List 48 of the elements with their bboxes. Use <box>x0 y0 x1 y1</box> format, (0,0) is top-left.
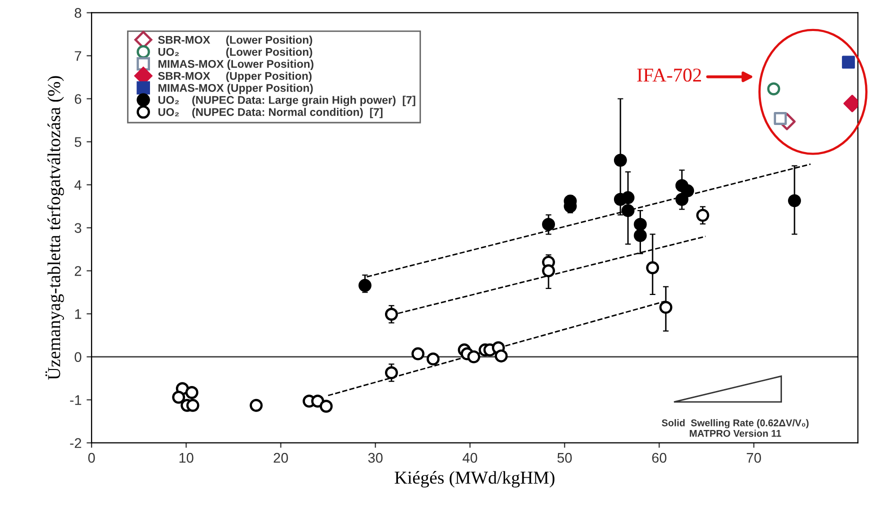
y-tick-label: 7 <box>74 51 82 61</box>
point <box>842 56 855 69</box>
y-tick-label: 5 <box>74 137 82 147</box>
point <box>774 112 787 126</box>
point <box>384 308 398 321</box>
point <box>384 366 398 380</box>
legend-label: UO₂ (NUPEC Data: Normal condition) [7] <box>158 108 382 118</box>
legend-label: MIMAS-MOX (Lower Position) <box>158 60 314 70</box>
annotation: IFA-702 <box>637 68 701 82</box>
y-tick-label: 3 <box>74 223 82 233</box>
point <box>186 398 200 412</box>
point <box>250 398 263 412</box>
point <box>659 300 672 314</box>
point <box>185 386 198 399</box>
point <box>542 264 556 278</box>
y-tick-label: 2 <box>74 266 82 276</box>
y-axis-title: Üzemanyag-tabletta térfogatváltozása (%) <box>45 76 64 380</box>
point <box>172 390 186 404</box>
x-tick-label: 20 <box>274 452 288 463</box>
point <box>426 352 440 366</box>
x-tick-label: 10 <box>180 452 194 463</box>
y-tick-label: -2 <box>70 438 82 448</box>
x-tick-label: 70 <box>746 452 761 463</box>
x-tick-label: 30 <box>368 452 383 463</box>
point <box>320 400 333 413</box>
legend-label: SBR-MOX (Upper Position) <box>158 72 312 82</box>
y-tick-label: 1 <box>75 309 82 319</box>
legend-label: UO₂ (Lower Position) <box>158 48 312 58</box>
x-axis-title: Kiégés (MWd/kgHM) <box>394 471 554 488</box>
y-tick-label: 0 <box>74 352 82 362</box>
y-tick-label: -1 <box>70 395 82 405</box>
x-tick-label: 40 <box>462 452 478 463</box>
point <box>767 82 780 96</box>
legend-label: UO₂ (NUPEC Data: Large grain High power) [7] <box>158 96 416 106</box>
y-tick-label: 4 <box>74 180 82 190</box>
annotation: Solid Swelling Rate (0.62ΔV/V₀) MATPRO Version 11 <box>662 419 809 437</box>
point <box>467 350 480 364</box>
y-tick-label: 6 <box>74 94 82 104</box>
x-tick-label: 50 <box>557 452 572 463</box>
point <box>646 261 660 274</box>
point <box>411 347 424 360</box>
x-tick-label: 60 <box>652 452 666 463</box>
point <box>696 208 710 222</box>
legend-label: MIMAS-MOX (Upper Position) <box>158 84 313 94</box>
y-tick-label: 8 <box>74 8 82 18</box>
point <box>494 349 508 362</box>
legend-label: SBR-MOX (Lower Position) <box>158 36 312 46</box>
x-tick-label: 0 <box>88 452 95 463</box>
